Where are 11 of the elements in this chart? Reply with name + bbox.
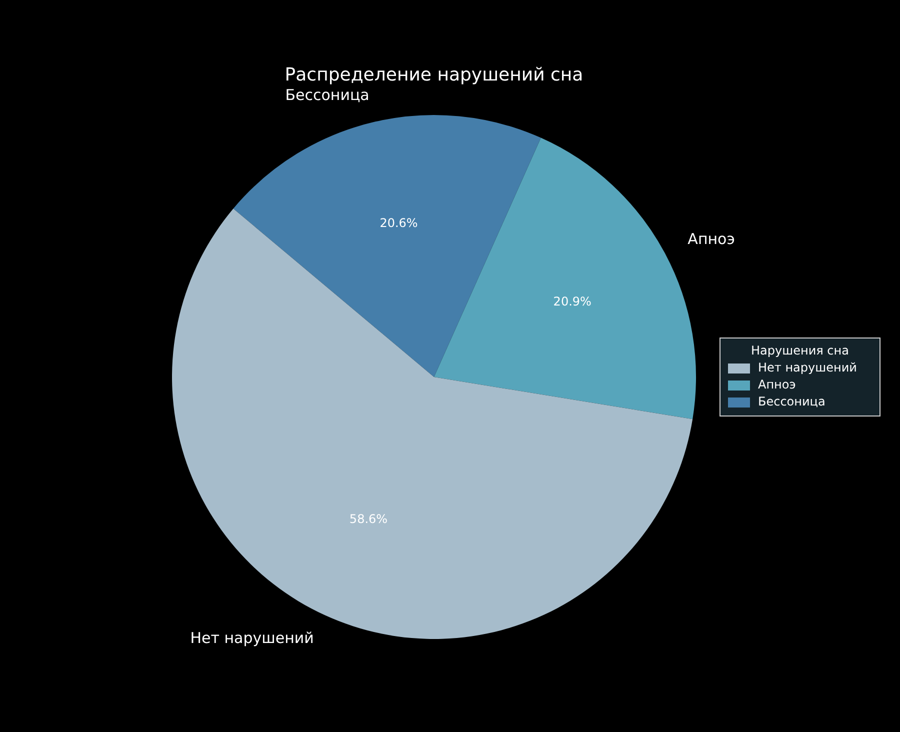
legend-label: Бессоница <box>758 394 826 409</box>
slice-label: Нет нарушений <box>190 628 314 647</box>
data-label: 20.6% <box>380 216 418 230</box>
data-label: 20.9% <box>553 294 592 309</box>
slice-label: Апноэ <box>688 230 735 248</box>
data-label: 58.6% <box>349 512 388 526</box>
slice-label: Бессоница <box>285 86 370 104</box>
legend-label: Апноэ <box>758 378 796 392</box>
chart-title: Распределение нарушений сна <box>284 64 584 86</box>
legend-label: Нет нарушений <box>758 360 857 375</box>
legend-title: Нарушения сна <box>751 344 849 358</box>
